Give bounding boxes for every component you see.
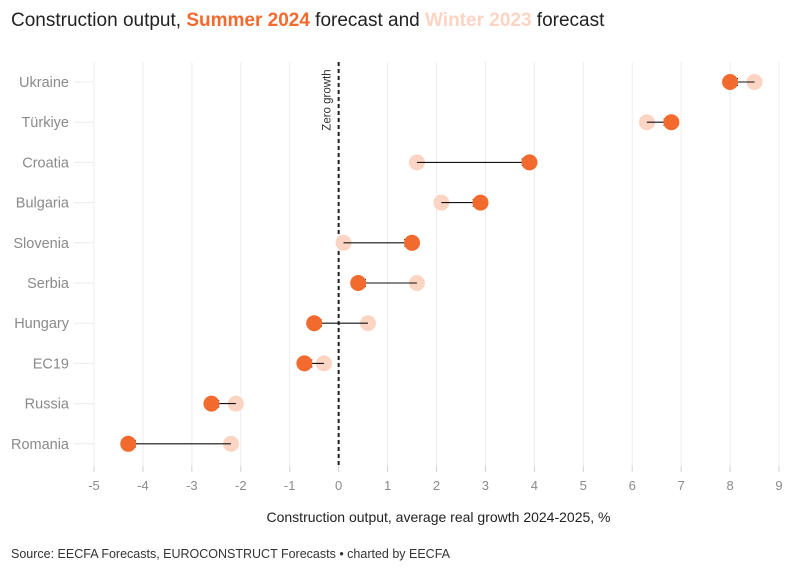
title-middle: forecast and <box>309 10 426 31</box>
summer-2024-point <box>722 74 739 90</box>
x-tick-label: -4 <box>137 478 149 493</box>
x-tick-label: 1 <box>384 478 391 493</box>
category-label: Serbia <box>27 276 70 292</box>
category-label: EC19 <box>33 356 69 372</box>
category-label: Ukraine <box>19 75 69 91</box>
chart-title: Construction output, Summer 2024 forecas… <box>11 10 604 32</box>
x-tick-label: 3 <box>482 478 489 493</box>
title-winter-legend: Winter 2023 <box>425 10 532 31</box>
zero-growth-reference: Zero growth <box>322 62 340 466</box>
summer-2024-point <box>350 275 367 291</box>
x-tick-label: -1 <box>284 478 296 493</box>
category-label: Bulgaria <box>16 196 70 212</box>
summer-2024-point <box>306 315 323 332</box>
title-prefix: Construction output, <box>11 10 187 31</box>
data-marks <box>120 74 763 452</box>
summer-2024-point <box>404 234 421 251</box>
summer-2024-point <box>663 114 680 131</box>
x-tick-label: 4 <box>531 478 538 493</box>
x-tick-label: 5 <box>580 478 587 493</box>
x-tick-label: 2 <box>433 478 440 493</box>
category-label: Slovenia <box>13 236 70 252</box>
category-label: Hungary <box>14 316 70 332</box>
x-tick-label: 0 <box>335 478 342 493</box>
summer-2024-point <box>120 435 137 452</box>
grid-lines <box>74 62 780 466</box>
x-tick-label: -5 <box>88 478 100 493</box>
category-label: Türkiye <box>21 115 69 131</box>
summer-2024-point <box>296 355 313 372</box>
x-tick-label: 8 <box>726 478 733 493</box>
category-label: Croatia <box>22 155 70 171</box>
x-tick-label: 6 <box>629 478 636 493</box>
x-axis-title: Construction output, average real growth… <box>267 509 611 525</box>
category-label: Romania <box>11 437 70 453</box>
x-tick-label: 9 <box>775 478 782 493</box>
title-suffix: forecast <box>531 10 605 31</box>
summer-2024-point <box>472 194 489 211</box>
summer-2024-point <box>203 395 220 412</box>
zero-growth-label: Zero growth <box>322 69 334 130</box>
source-note: Source: EECFA Forecasts, EUROCONSTRUCT F… <box>11 547 450 561</box>
x-tick-label: -2 <box>235 478 247 493</box>
summer-2024-point <box>521 154 538 171</box>
category-labels: Ukraine Türkiye Croatia Bulgaria Slovenia Ser… <box>11 75 70 453</box>
x-axis-ticks: -5 -4 -3 -2 -1 0 1 2 3 4 5 6 7 8 9 <box>88 466 783 493</box>
x-tick-label: -3 <box>186 478 198 493</box>
category-label: Russia <box>25 397 70 413</box>
title-summer-legend: Summer 2024 <box>186 10 310 31</box>
x-tick-label: 7 <box>678 478 685 493</box>
